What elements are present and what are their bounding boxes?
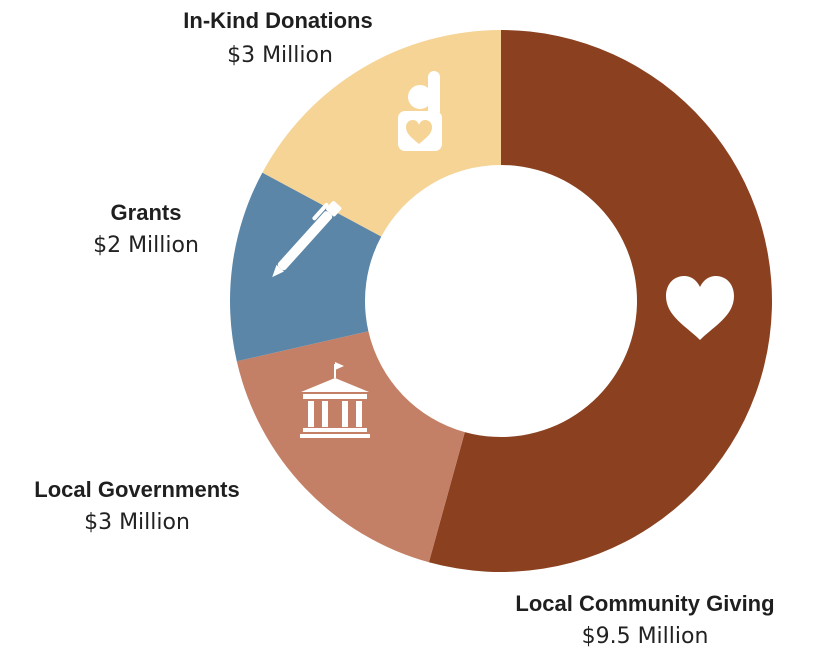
label-in-kind-donations-name: In-Kind Donations bbox=[183, 8, 372, 33]
volunteer-hand-heart-icon bbox=[398, 71, 442, 151]
slice-grants bbox=[230, 172, 382, 362]
slice-local-governments bbox=[236, 331, 465, 563]
label-grants-value: $2 Million bbox=[93, 233, 199, 258]
donut-slices bbox=[230, 30, 772, 572]
label-in-kind-donations-value: $3 Million bbox=[227, 43, 333, 68]
pen-icon bbox=[272, 201, 342, 278]
government-building-icon bbox=[300, 362, 370, 438]
label-local-governments-value: $3 Million bbox=[84, 510, 190, 535]
label-local-community-giving-name: Local Community Giving bbox=[515, 591, 774, 616]
heart-icon bbox=[666, 276, 734, 340]
slice-local-community-giving bbox=[428, 30, 772, 572]
label-local-governments-name: Local Governments bbox=[34, 477, 239, 502]
slice-in-kind-donations bbox=[262, 30, 501, 237]
label-local-community-giving-value: $9.5 Million bbox=[582, 624, 709, 649]
label-grants-name: Grants bbox=[111, 200, 182, 225]
